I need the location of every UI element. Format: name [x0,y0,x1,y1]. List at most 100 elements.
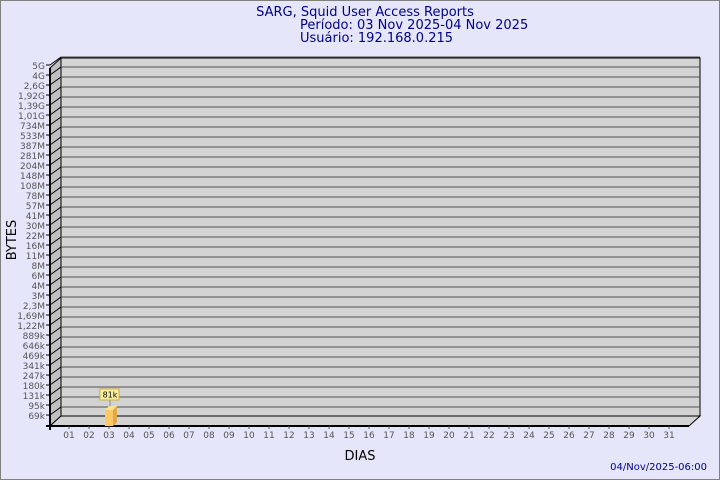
y-tick-label: 646k [23,342,46,352]
y-tick-label: 30M [26,222,45,232]
chart-subtitle-user: Usuário: 192.168.0.215 [300,31,453,46]
x-tick-label: 31 [663,431,674,441]
x-tick-label: 14 [323,431,335,441]
y-tick-label: 341k [23,362,46,372]
x-tick-label: 03 [103,431,114,441]
y-tick-label: 95k [28,402,45,412]
x-axis-label: DIAS [345,449,376,464]
y-tick-slant [49,196,62,206]
x-tick-label: 15 [343,431,354,441]
x-tick-label: 20 [443,431,455,441]
y-tick-slant [49,166,62,176]
y-tick-slant [49,86,62,96]
y-tick-slant [49,376,62,386]
x-tick-label: 05 [143,431,154,441]
x-tick-label: 28 [603,431,615,441]
y-tick-label: 1,22M [17,322,45,332]
x-tick-label: 11 [263,431,274,441]
y-tick-label: 69k [28,412,45,422]
y-tick-slant [49,66,62,76]
y-tick-slant [49,276,62,286]
y-tick-slant [49,176,62,186]
y-tick-label: 889k [23,332,46,342]
y-tick-slant [49,106,62,116]
y-tick-slant [49,266,62,276]
x-tick-label: 19 [423,431,435,441]
y-tick-label: 247k [23,372,46,382]
y-tick-slant [49,336,62,346]
y-tick-label: 387M [20,142,45,152]
bar [105,410,113,426]
y-tick-slant [49,396,62,406]
y-tick-slant [49,406,62,416]
x-tick-label: 26 [563,431,575,441]
y-tick-slant [49,146,62,156]
footer-timestamp: 04/Nov/2025-06:00 [610,462,707,473]
y-axis-label: BYTES [5,220,20,261]
x-tick-label: 23 [503,431,514,441]
y-tick-label: 204M [20,162,45,172]
x-tick-label: 27 [583,431,594,441]
y-tick-label: 11M [26,252,45,262]
y-tick-label: 16M [26,242,45,252]
y-tick-label: 6M [32,272,46,282]
x-tick-label: 02 [83,431,94,441]
y-tick-slant [49,76,62,86]
y-tick-label: 5G [32,62,45,72]
y-tick-label: 41M [26,212,45,222]
y-tick-slant [49,286,62,296]
x-tick-label: 29 [623,431,635,441]
y-tick-slant [49,326,62,336]
y-tick-slant [49,156,62,166]
y-tick-label: 2,6G [24,82,45,92]
y-tick-label: 22M [26,232,45,242]
y-tick-label: 1,92G [18,92,45,102]
y-tick-label: 3M [32,292,46,302]
y-tick-label: 57M [26,202,45,212]
x-tick-label: 09 [223,431,235,441]
y-tick-label: 469k [23,352,46,362]
y-tick-slant [49,256,62,266]
bar-label-box [99,388,120,401]
y-tick-label: 1,39G [18,102,45,112]
y-tick-slant [49,186,62,196]
y-tick-label: 108M [20,182,45,192]
y-tick-label: 4G [32,72,45,82]
y-tick-label: 131k [23,392,46,402]
bar-side [113,406,117,426]
y-tick-slant [49,386,62,396]
y-tick-slant [49,226,62,236]
x-tick-label: 07 [183,431,194,441]
x-tick-label: 01 [63,431,74,441]
x-tick-label: 10 [243,431,255,441]
y-tick-slant [49,306,62,316]
plot-area: 5G4G2,6G1,92G1,39G1,01G734M533M387M281M2… [17,56,702,441]
y-tick-label: 1,01G [18,112,45,122]
y-tick-label: 8M [32,262,46,272]
x-tick-label: 22 [483,431,494,441]
y-tick-slant [49,96,62,106]
plot-floor [48,415,702,427]
y-tick-label: 180k [23,382,46,392]
x-tick-label: 04 [123,431,135,441]
y-tick-slant [49,116,62,126]
y-tick-label: 281M [20,152,45,162]
y-tick-slant [49,126,62,136]
x-tick-label: 30 [643,431,655,441]
y-tick-slant [49,296,62,306]
x-tick-label: 18 [403,431,415,441]
x-tick-label: 13 [303,431,314,441]
y-tick-slant [49,216,62,226]
x-tick-label: 12 [283,431,294,441]
y-tick-slant [49,206,62,216]
bar-top [105,406,117,410]
y-tick-slant [49,56,62,66]
y-tick-slant [49,236,62,246]
x-tick-label: 24 [523,431,535,441]
x-tick-label: 25 [543,431,554,441]
x-tick-label: 16 [363,431,375,441]
y-tick-label: 148M [20,172,45,182]
y-tick-label: 533M [20,132,45,142]
y-tick-slant [49,246,62,256]
x-tick-label: 06 [163,431,175,441]
